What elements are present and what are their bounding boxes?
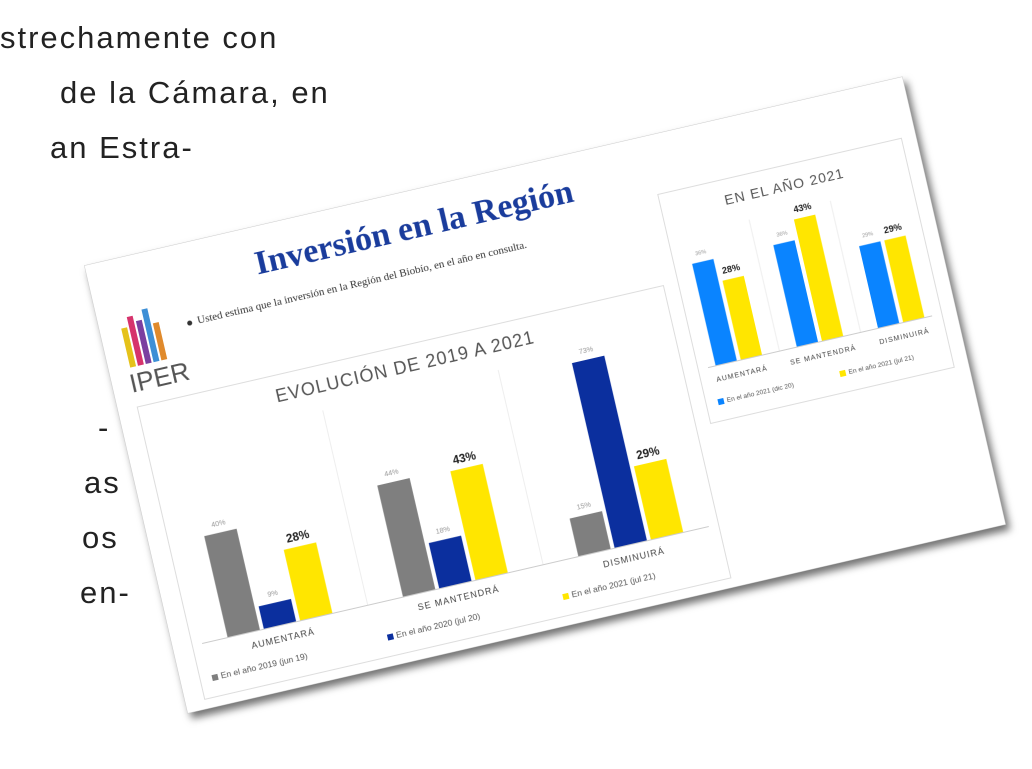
- bar: [258, 598, 297, 630]
- text-line: strechamente con: [0, 20, 279, 55]
- baseline: [202, 526, 709, 644]
- value-label: 15%: [576, 499, 593, 511]
- value-label: 29%: [883, 222, 903, 236]
- bar: [204, 528, 260, 638]
- bar: [428, 535, 472, 589]
- bar: [377, 478, 436, 598]
- band-divider: [748, 219, 780, 352]
- bullet: [187, 320, 193, 326]
- legend-swatch: [211, 673, 219, 682]
- value-label: 40%: [210, 517, 227, 529]
- bar: [722, 275, 763, 361]
- text-line: -: [98, 410, 111, 445]
- bar: [450, 463, 508, 581]
- value-label: 43%: [452, 449, 478, 467]
- legend-swatch: [562, 592, 570, 601]
- value-label: 36%: [776, 230, 788, 238]
- value-label: 44%: [383, 466, 400, 478]
- legend-swatch: [717, 397, 725, 406]
- value-label: 73%: [578, 344, 595, 356]
- value-label: 9%: [267, 588, 280, 599]
- value-label: 28%: [721, 262, 741, 276]
- baseline: [707, 315, 933, 369]
- bar: [571, 355, 648, 549]
- bar: [692, 258, 737, 366]
- bar: [884, 235, 925, 323]
- value-label: 43%: [792, 201, 812, 215]
- bar: [773, 240, 819, 348]
- text-line: os: [82, 520, 119, 555]
- band-divider: [497, 369, 544, 565]
- band-divider: [829, 200, 862, 333]
- bar: [569, 511, 611, 557]
- text-line: de la Cámara, en: [60, 75, 330, 110]
- text-line: as: [84, 465, 121, 500]
- text-line: an Estra-: [50, 130, 194, 165]
- text-line: en-: [80, 575, 131, 610]
- value-label: 28%: [285, 528, 311, 546]
- legend-swatch: [386, 633, 395, 641]
- value-label: 36%: [695, 249, 707, 257]
- band-divider: [322, 410, 369, 606]
- value-label: 29%: [635, 444, 661, 462]
- bar: [859, 241, 900, 329]
- bar: [633, 458, 684, 540]
- value-label: 29%: [862, 231, 874, 239]
- bar: [283, 542, 333, 621]
- bar: [793, 214, 844, 342]
- slide: Inversión en la Región Usted estima que …: [84, 76, 1006, 714]
- logo: IPER: [121, 308, 192, 399]
- legend-swatch: [839, 369, 847, 378]
- value-label: 18%: [435, 524, 452, 536]
